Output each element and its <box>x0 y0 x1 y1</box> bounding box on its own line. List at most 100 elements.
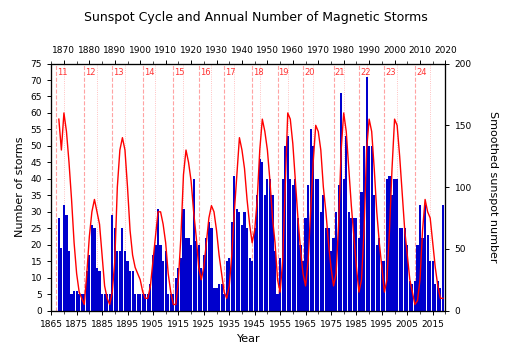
Bar <box>195 241 197 311</box>
Bar <box>223 294 225 311</box>
Bar <box>243 212 246 311</box>
Text: 12: 12 <box>86 68 96 77</box>
Bar <box>253 228 256 311</box>
Bar <box>147 294 149 311</box>
Bar <box>137 294 139 311</box>
Bar <box>261 162 263 311</box>
Bar <box>119 251 121 311</box>
Bar <box>426 235 429 311</box>
Bar <box>83 294 86 311</box>
Bar <box>300 245 302 311</box>
Bar <box>343 179 345 311</box>
Bar <box>155 245 157 311</box>
Bar <box>439 288 441 311</box>
Bar <box>340 93 342 311</box>
Text: 18: 18 <box>253 68 264 77</box>
Bar <box>315 179 317 311</box>
Bar <box>142 294 144 311</box>
Bar <box>114 228 116 311</box>
Bar <box>302 261 304 311</box>
Bar <box>210 228 212 311</box>
Bar <box>429 261 431 311</box>
Bar <box>398 228 401 311</box>
Bar <box>66 215 68 311</box>
Bar <box>226 261 228 311</box>
Bar <box>88 255 91 311</box>
Bar <box>152 255 154 311</box>
Bar <box>93 228 96 311</box>
Bar <box>411 284 414 311</box>
Bar <box>231 222 233 311</box>
Bar <box>167 294 169 311</box>
Bar <box>246 228 248 311</box>
Bar <box>368 146 370 311</box>
Bar <box>180 258 182 311</box>
Bar <box>60 248 62 311</box>
Bar <box>98 271 100 311</box>
Bar <box>325 228 327 311</box>
Bar <box>193 179 195 311</box>
Bar <box>327 228 330 311</box>
Bar <box>355 219 357 311</box>
Bar <box>409 281 411 311</box>
Bar <box>294 179 296 311</box>
Bar <box>419 205 421 311</box>
Bar <box>442 205 444 311</box>
Bar <box>282 179 284 311</box>
Text: 17: 17 <box>225 68 236 77</box>
Bar <box>241 225 243 311</box>
Bar <box>248 258 251 311</box>
Bar <box>103 294 105 311</box>
Bar <box>348 212 350 311</box>
Text: 16: 16 <box>200 68 210 77</box>
Bar <box>205 238 207 311</box>
Bar <box>363 146 365 311</box>
Y-axis label: Smoothed sunspot number: Smoothed sunspot number <box>488 111 498 263</box>
Bar <box>274 251 276 311</box>
Bar <box>432 261 434 311</box>
Bar <box>175 278 177 311</box>
Bar <box>353 219 355 311</box>
Text: 24: 24 <box>416 68 426 77</box>
Bar <box>345 136 347 311</box>
Bar <box>239 212 241 311</box>
Bar <box>157 209 159 311</box>
Bar <box>256 195 258 311</box>
Bar <box>144 294 146 311</box>
Bar <box>389 175 391 311</box>
Bar <box>216 288 218 311</box>
Bar <box>233 175 236 311</box>
Bar <box>358 238 360 311</box>
Bar <box>421 238 423 311</box>
Bar <box>322 195 325 311</box>
Bar <box>185 238 187 311</box>
Bar <box>169 294 172 311</box>
Bar <box>403 228 406 311</box>
Bar <box>406 245 409 311</box>
Y-axis label: Number of storms: Number of storms <box>15 137 25 237</box>
Bar <box>271 195 273 311</box>
Bar <box>276 294 279 311</box>
Bar <box>162 261 164 311</box>
Bar <box>371 146 373 311</box>
Bar <box>350 219 352 311</box>
Bar <box>68 251 70 311</box>
Bar <box>132 271 134 311</box>
Bar <box>160 245 162 311</box>
Bar <box>287 136 289 311</box>
Bar <box>81 294 83 311</box>
Bar <box>182 209 184 311</box>
Bar <box>116 251 118 311</box>
Bar <box>424 205 426 311</box>
Bar <box>177 268 179 311</box>
Bar <box>376 245 378 311</box>
Bar <box>96 268 98 311</box>
Bar <box>416 245 418 311</box>
Bar <box>251 261 253 311</box>
Bar <box>78 294 80 311</box>
Bar <box>332 238 335 311</box>
Bar <box>289 179 291 311</box>
Bar <box>190 245 192 311</box>
Text: 22: 22 <box>360 68 371 77</box>
Bar <box>164 251 167 311</box>
